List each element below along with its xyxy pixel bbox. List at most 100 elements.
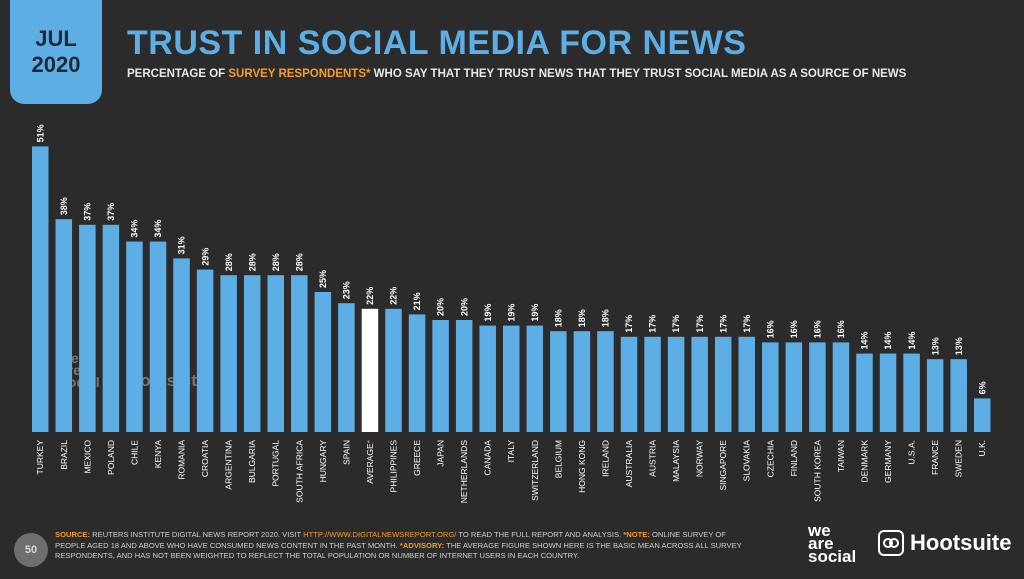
category-label: GERMANY [883,440,893,483]
value-label: 17% [718,315,728,333]
value-label: 17% [695,315,705,333]
category-label: SOUTH AFRICA [294,440,304,503]
bar-philippines [385,308,402,432]
value-label: 20% [459,298,469,316]
category-label: MALAYSIA [671,440,681,482]
bar-mexico [79,224,96,432]
category-label: JAPAN [436,440,446,467]
value-label: 25% [318,270,328,288]
bar-czechia [762,342,779,432]
bar-japan [432,320,449,432]
bar-taiwan [832,342,850,432]
value-label: 14% [883,332,893,350]
bar-sweden [950,359,967,432]
bar-singapore [714,336,732,432]
value-label: 31% [177,236,187,254]
we-are-social-logo: we are social [808,522,868,566]
bar-austria [644,336,661,432]
bar-canada [479,325,496,432]
bar-denmark [856,353,873,432]
logo-word-social: social [808,547,857,566]
value-label: 34% [130,220,140,238]
value-label: 23% [342,281,352,299]
value-label: 16% [765,320,775,338]
footer-source-note: SOURCE: REUTERS INSTITUTE DIGITAL NEWS R… [55,530,755,562]
value-label: 20% [436,298,446,316]
category-label: AUSTRALIA [624,440,634,488]
source-text: REUTERS INSTITUTE DIGITAL NEWS REPORT 20… [90,530,304,539]
bar-germany [879,353,897,432]
value-label: 28% [224,253,234,271]
bar-brazil [55,219,73,432]
note-text: ONLINE SURVEY OF PEOPLE AGED 18 AND ABOV… [55,530,726,550]
value-label: 17% [648,315,658,333]
value-label: 18% [601,309,611,327]
category-label: IRELAND [600,440,610,477]
bar-south-africa [291,275,308,432]
category-label: SPAIN [341,440,351,465]
category-label: FRANCE [930,440,940,475]
bar-france [926,359,944,432]
value-label: 28% [247,253,257,271]
bar-bulgaria [243,275,261,432]
value-label: 18% [554,309,564,327]
category-label: AVERAGE* [365,439,375,483]
subtitle-highlight: SURVEY RESPONDENTS* [228,68,371,80]
bar-belgium [550,331,567,432]
source-label: SOURCE: [55,530,91,539]
advisory-label: *ADVISORY: [399,540,445,550]
bar-u-s-a [903,353,920,432]
category-label: U.S.A. [907,440,917,465]
value-label: 14% [907,332,917,350]
category-label: CROATIA [200,440,210,477]
bar-finland [785,342,803,432]
category-label: ARGENTINA [224,440,234,490]
category-label: PHILIPPINES [388,440,398,493]
value-label: 51% [35,124,45,142]
bar-ireland [597,331,614,432]
value-label: 16% [836,320,846,338]
value-label: 13% [954,337,964,355]
value-label: 28% [294,253,304,271]
category-label: SLOVAKIA [742,440,752,482]
value-label: 17% [671,315,681,333]
bar-average [361,308,379,432]
logo-word-are: are [808,534,834,553]
value-label: 28% [271,253,281,271]
subtitle-text-pre: PERCENTAGE OF [127,68,229,80]
bar-slovakia [738,336,755,432]
category-label: BULGARIA [247,440,257,483]
bar-italy [503,325,520,432]
value-label: 19% [530,304,540,322]
category-label: BRAZIL [59,440,69,470]
page-title: TRUST IN SOCIAL MEDIA FOR NEWS [127,24,747,62]
bar-south-korea [809,342,826,432]
category-label: SOUTH KOREA [812,440,822,502]
category-label: GREECE [412,440,422,476]
category-label: SINGAPORE [718,440,728,491]
value-label: 6% [977,381,987,394]
category-label: U.K. [977,440,987,457]
category-label: MEXICO [82,440,92,474]
category-label: FINLAND [789,440,799,476]
category-label: PORTUGAL [271,440,281,487]
bar-greece [408,314,426,432]
value-label: 22% [365,287,375,305]
value-label: 19% [483,304,493,322]
hootsuite-wordmark: Hootsuite [910,530,1012,555]
category-label: HUNGARY [318,440,328,483]
bar-hong-kong [573,331,591,432]
value-label: 29% [200,248,210,266]
value-label: 16% [813,320,823,338]
date-year: 2020 [31,52,81,77]
category-label: ITALY [506,440,516,463]
source-text-2: TO READ THE FULL REPORT AND ANALYSIS. [456,530,624,539]
category-label: POLAND [106,440,116,475]
bar-croatia [196,269,214,432]
source-link[interactable]: HTTP://WWW.DIGITALNEWSREPORT.ORG/ [303,530,457,539]
bar-argentina [220,275,237,432]
category-label: SWITZERLAND [530,440,540,501]
subtitle-text-post: WHO SAY THAT THEY TRUST NEWS THAT THEY T… [370,68,907,80]
category-label: AUSTRIA [648,440,658,477]
